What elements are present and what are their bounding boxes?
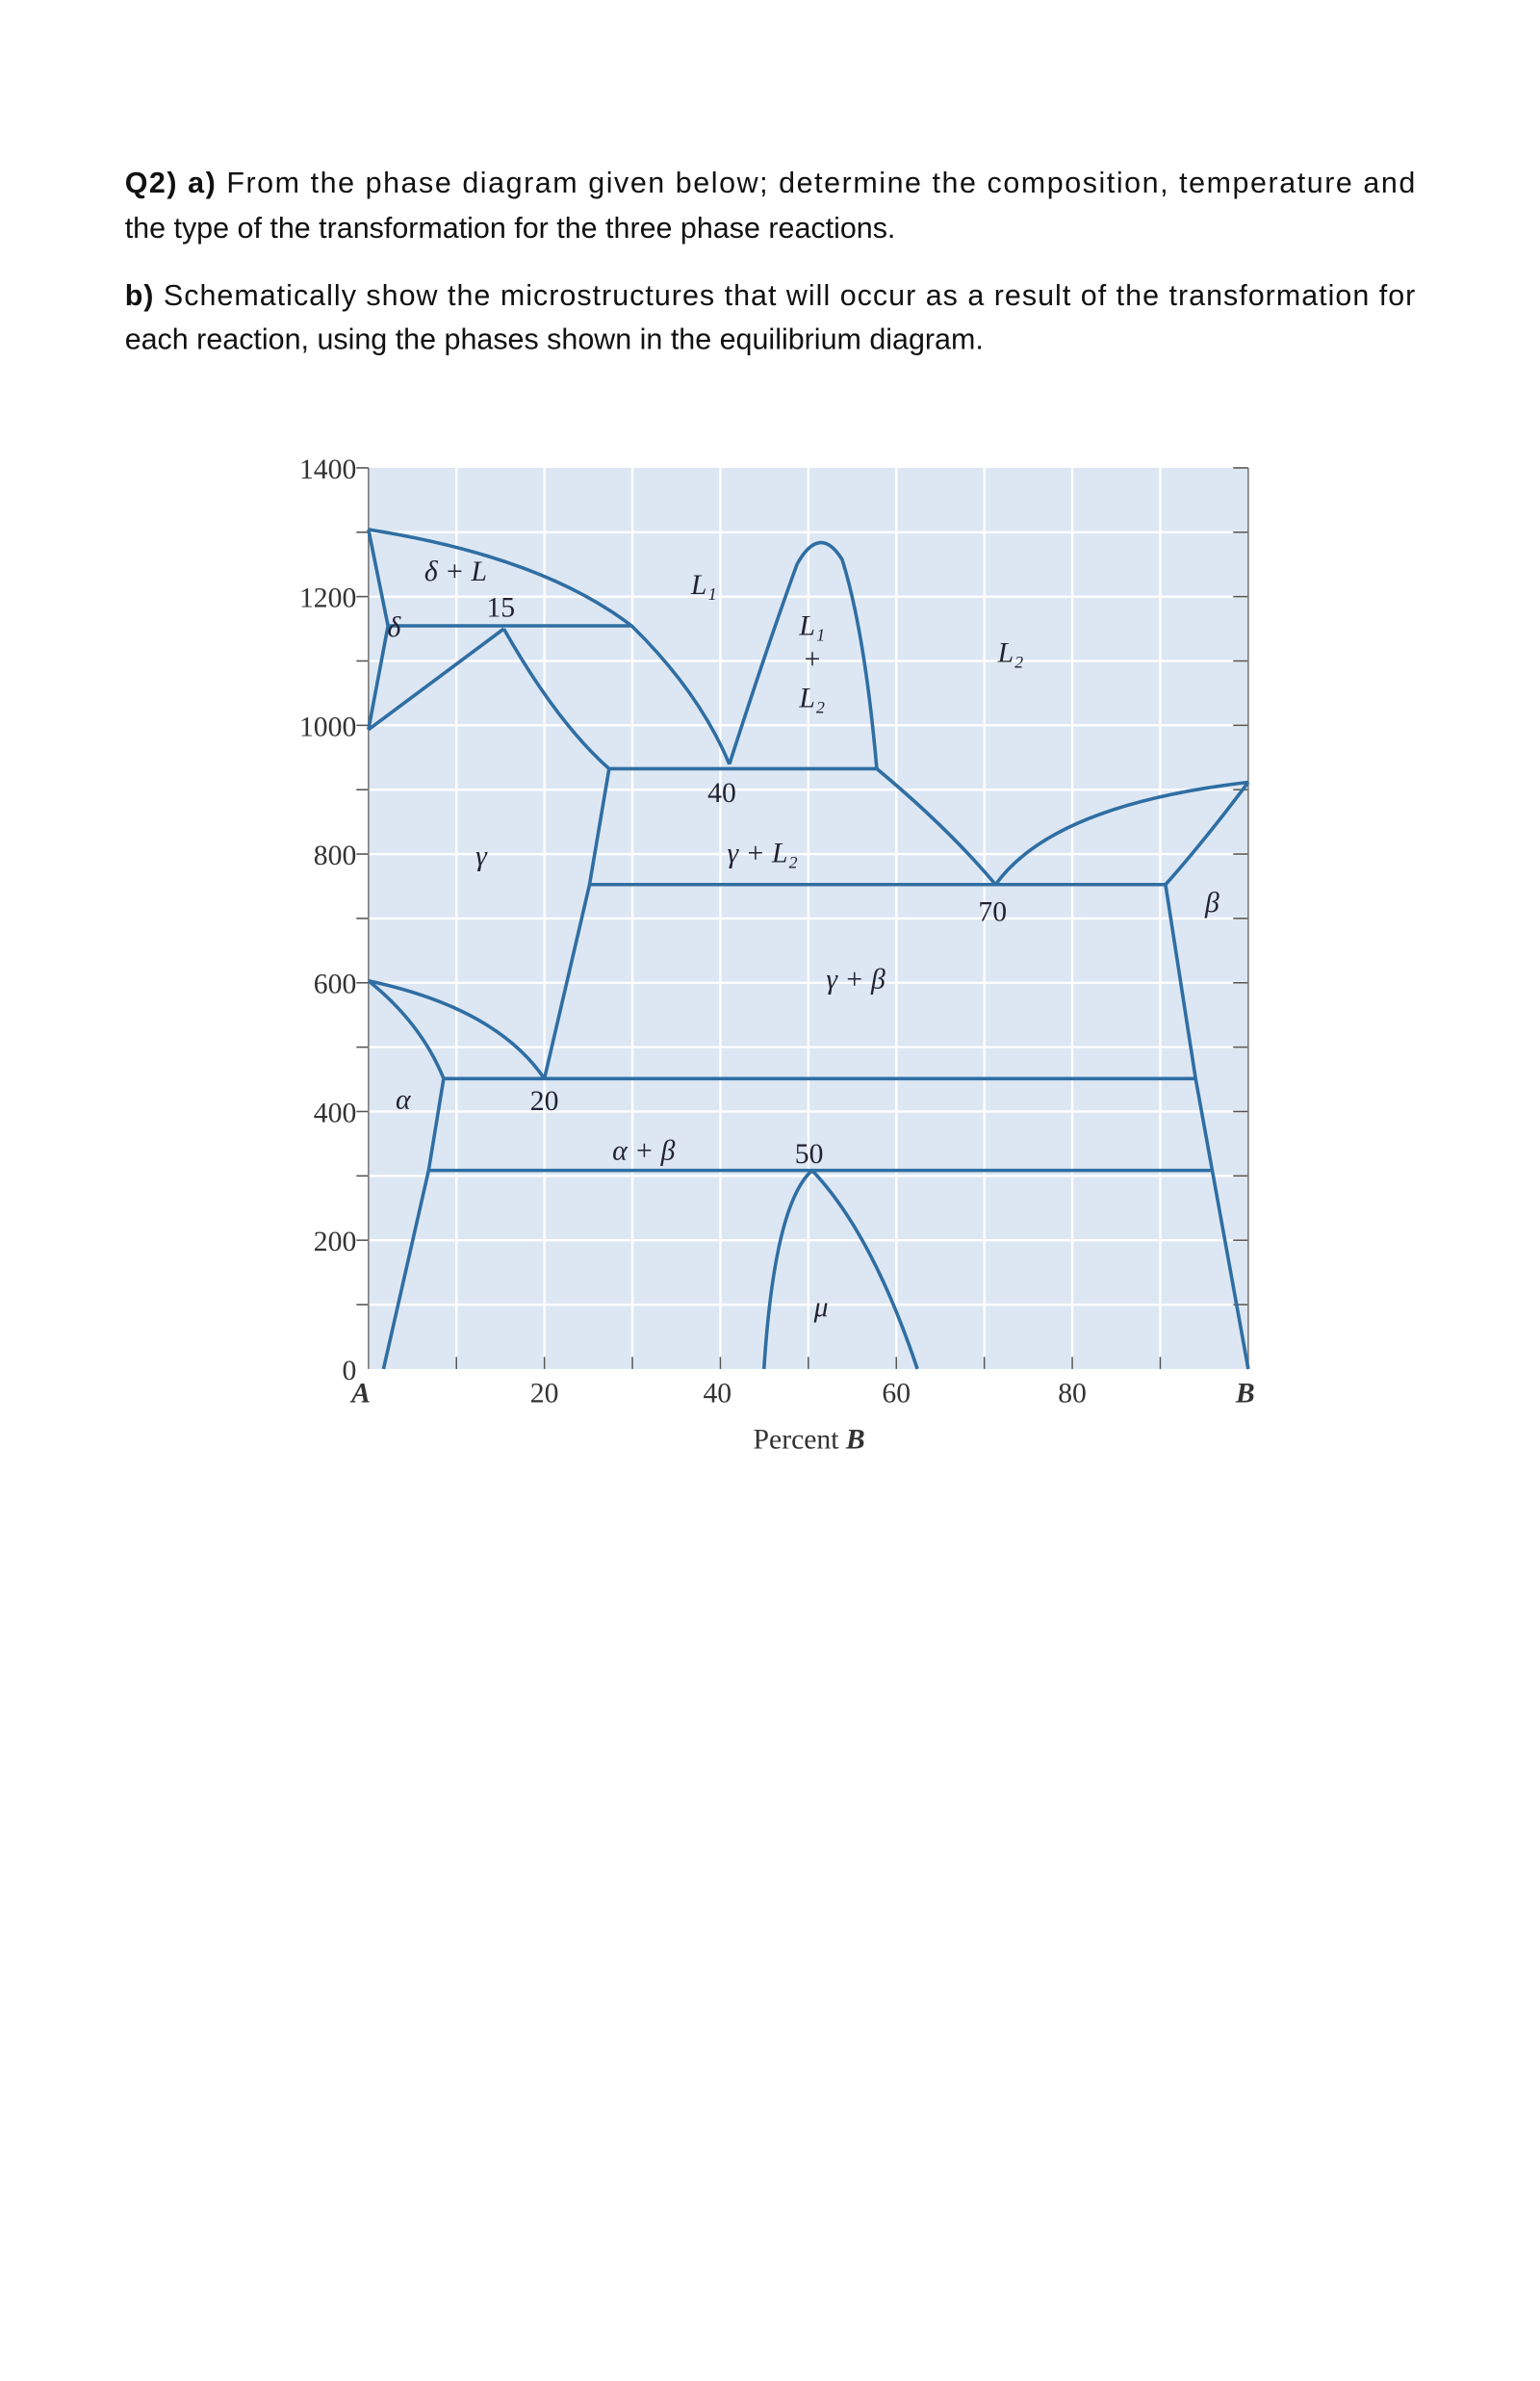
mu-boundary (761, 1168, 919, 1370)
question-label: Q2) a) (125, 167, 216, 199)
gamma-boundary (368, 978, 547, 1080)
phase-label: δ + L (424, 556, 487, 587)
x-tick-label: A (349, 1378, 371, 1409)
y-tick-label: 1400 (299, 454, 356, 485)
phase-label: L₁ (798, 610, 825, 641)
question-a-line: Q2) a) From the phase diagram given belo… (125, 167, 1416, 199)
phase-label: μ (813, 1292, 829, 1323)
phase-label: γ + L₂ (728, 838, 798, 868)
y-tick-label: 600 (314, 970, 357, 1000)
phase-label: L₁ (690, 570, 717, 601)
phase-label: γ (475, 841, 488, 871)
liquidus (993, 780, 1249, 886)
point-label: 50 (795, 1139, 824, 1170)
y-tick-label: 0 (342, 1356, 356, 1386)
x-axis-title-variable: B (845, 1425, 865, 1456)
y-tick-label: 1000 (299, 712, 356, 742)
point-label: 20 (530, 1086, 559, 1117)
point-label: 40 (707, 778, 736, 809)
x-tick-label: 80 (1058, 1378, 1087, 1409)
miscibility-dome (728, 540, 879, 769)
question-text: Schematically show the microstructures t… (164, 279, 1415, 312)
grid (356, 467, 1249, 1369)
phase-diagram (356, 467, 1250, 1370)
gamma-boundary (367, 627, 505, 732)
y-tick-label: 1200 (299, 583, 356, 614)
question-text: From the phase diagram given below; dete… (226, 167, 1415, 199)
y-tick-label: 800 (314, 841, 357, 871)
x-tick-label: 20 (530, 1378, 559, 1409)
phase-label: α (396, 1085, 412, 1116)
phase-boundaries (367, 528, 1250, 1370)
phase-label: γ + β (826, 965, 886, 996)
phase-label: β (1204, 888, 1219, 919)
liquidus (875, 767, 997, 886)
question-label: b) (125, 279, 154, 312)
question-b-line: b) Schematically show the microstructure… (125, 279, 1416, 312)
phase-label: δ (387, 612, 401, 643)
question-b-line: each reaction, using the phases shown in… (125, 324, 984, 356)
phase-label: α + β (612, 1136, 675, 1167)
liquidus (368, 528, 732, 765)
x-axis-title: Percent B (754, 1425, 865, 1456)
x-axis-title-text: Percent (754, 1425, 840, 1456)
y-tick-label: 400 (314, 1098, 357, 1128)
phase-label: L₂ (997, 638, 1024, 669)
y-tick-label: 200 (314, 1227, 357, 1257)
x-tick-label: 60 (882, 1378, 911, 1409)
phase-label: L₂ (798, 683, 825, 713)
x-tick-label: 40 (703, 1378, 732, 1409)
x-tick-label: B (1235, 1378, 1255, 1409)
point-label: 15 (486, 593, 515, 624)
alpha-boundary (367, 979, 446, 1370)
beta-boundary (1164, 781, 1250, 1370)
phase-label: + (803, 644, 822, 675)
question-a-line: the type of the transformation for the t… (125, 212, 896, 245)
monotectic-line (501, 628, 877, 771)
point-label: 70 (978, 896, 1007, 927)
